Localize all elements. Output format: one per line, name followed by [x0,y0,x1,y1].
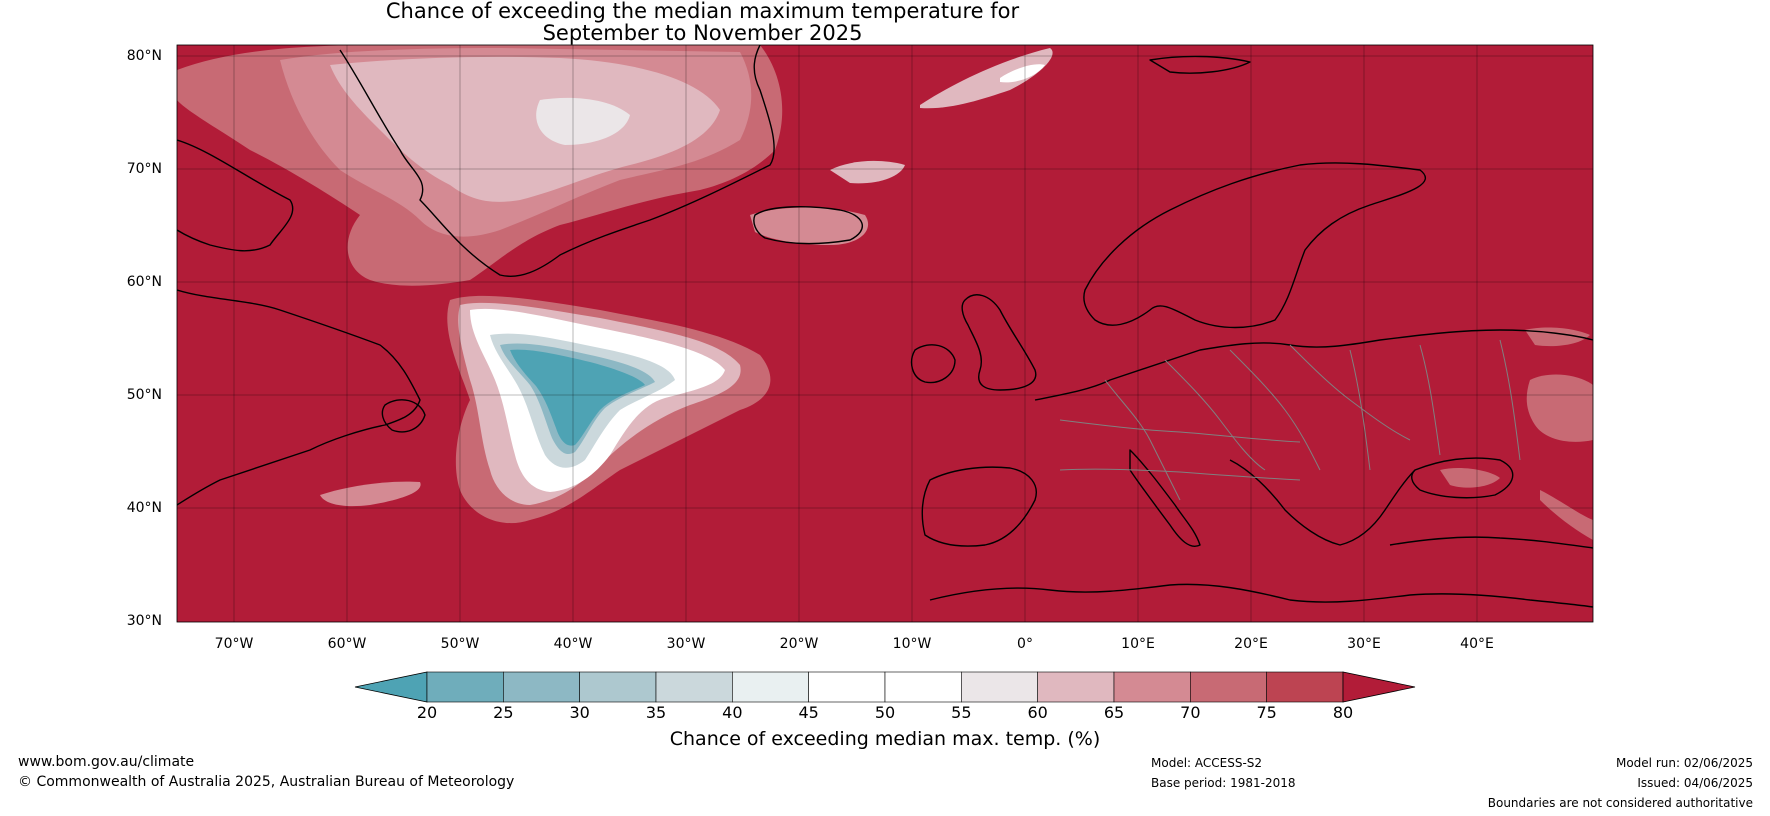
lon-label-70w: 70°W [214,636,254,652]
lat-label-40n: 40°N [126,500,162,516]
colorbar-under-arrow [354,671,428,703]
colorbar-segment [579,671,657,703]
balkans-coast [1229,459,1416,546]
east-europe-patch-2 [1526,374,1593,442]
map-frame [176,44,1594,623]
lat-label-30n: 30°N [126,613,162,629]
scandinavia-coast [1083,162,1427,329]
lat-label-70n: 70°N [126,161,162,177]
lon-label-20e: 20°E [1234,636,1268,652]
colorbar-segment [1266,671,1344,703]
black-sea-patch [1440,467,1500,488]
chart-title-line-2: September to November 2025 [542,21,863,45]
lat-label-50n: 50°N [126,387,162,403]
country-borders [1059,339,1521,501]
footer-url: www.bom.gov.au/climate [18,754,195,770]
baffin-coast [177,139,294,252]
caspian-patch [1540,490,1593,540]
lat-label-80n: 80°N [126,48,162,64]
colorbar-segment [1037,671,1115,703]
colorbar-segment [884,671,962,703]
colorbar-tick-label: 30 [569,703,590,722]
colorbar-tick-label: 40 [722,703,743,722]
lon-label-10e: 10°E [1121,636,1155,652]
lon-label-30e: 30°E [1347,636,1381,652]
lat-label-60n: 60°N [126,274,162,290]
turkey-coast [1389,536,1593,549]
footer-model: Model: ACCESS-S2 [1151,756,1263,770]
colorbar-tick-label: 75 [1256,703,1277,722]
lon-label-60w: 60°W [327,636,367,652]
labrador-patch [320,481,421,507]
italy-coast [1129,449,1201,547]
iceland-patch [750,207,869,245]
colorbar-tick-label: 55 [951,703,972,722]
colorbar-tick-label: 60 [1027,703,1048,722]
colorbar-title: Chance of exceeding median max. temp. (%… [669,728,1101,750]
lon-label-20w: 20°W [779,636,819,652]
footer-base-period: Base period: 1981-2018 [1151,776,1296,790]
iceland-coast [753,206,863,245]
colorbar-tick-label: 65 [1103,703,1125,722]
colorbar-tick-label: 25 [493,703,514,722]
greenland-band-55 [536,97,630,145]
lon-label-0: 0° [1017,636,1033,652]
footer-copyright: © Commonwealth of Australia 2025, Austra… [18,774,515,790]
ireland-coast [910,344,956,384]
footer-issued: Issued: 04/06/2025 [1637,776,1753,790]
colorbar-tick-label: 20 [416,703,438,722]
svalbard-patch-inner [1000,64,1045,83]
svalbard-coast [1149,55,1251,74]
lon-label-30w: 30°W [666,636,706,652]
footer-disclaimer: Boundaries are not considered authoritat… [1487,796,1753,810]
colorbar-segment [732,671,809,703]
black-sea-coast [1411,457,1514,499]
lon-label-50w: 50°W [440,636,480,652]
chart-title-line-1: Chance of exceeding the median maximum t… [385,0,1020,23]
colorbar [354,671,1416,703]
footer-model-run: Model run: 02/06/2025 [1615,756,1753,770]
colorbar-tick-label: 35 [645,703,667,722]
colorbar-segment [1113,671,1191,703]
greenland-band-60 [330,56,720,202]
north-africa-coast [929,583,1593,608]
newfoundland-coast [381,399,426,433]
colorbar-segment [808,671,886,703]
lon-label-40e: 40°E [1460,636,1494,652]
colorbar-segment [426,671,504,703]
colorbar-tick-label: 45 [798,703,819,722]
colorbar-over-arrow [1342,671,1416,703]
colorbar-segment [503,671,580,703]
colorbar-tick-label: 80 [1332,703,1354,722]
labrador-coast [177,289,421,506]
colorbar-segment [655,671,733,703]
lon-label-40w: 40°W [553,636,593,652]
jan-mayen-patch [830,160,905,184]
lon-label-10w: 10°W [892,636,932,652]
greenland-coast [339,45,775,277]
colorbar-segment [1190,671,1267,703]
colorbar-tick-label: 50 [874,703,896,722]
great-britain-coast [961,294,1037,391]
atlantic-core-20 [510,349,645,446]
colorbar-segment [961,671,1038,703]
colorbar-tick-label: 70 [1180,703,1201,722]
iberia-coast [921,466,1037,547]
svalbard-patch [920,48,1053,109]
